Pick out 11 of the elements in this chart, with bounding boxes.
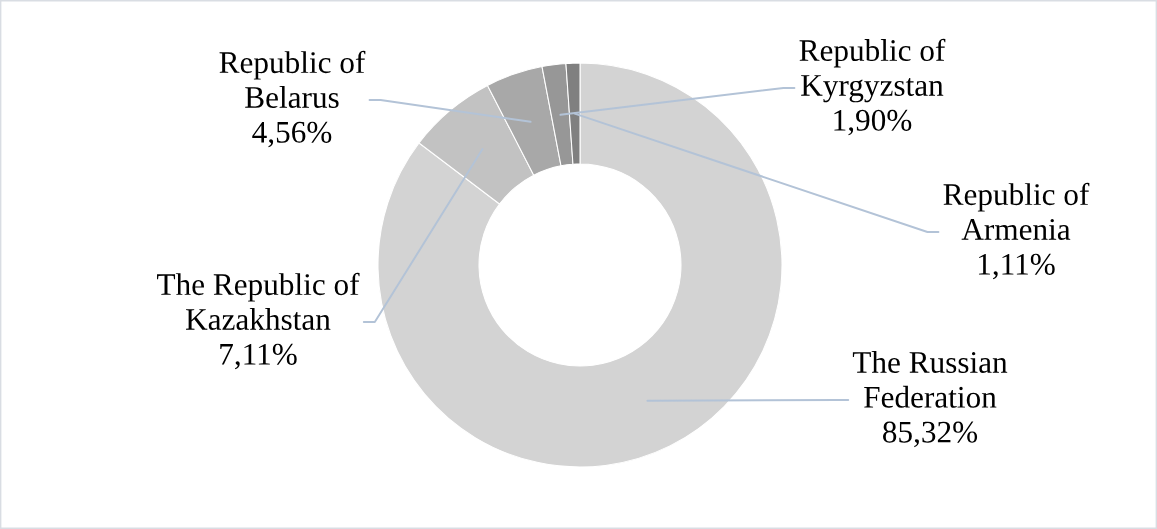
slice-label: Republic of Armenia xyxy=(943,182,1090,240)
donut-slice xyxy=(377,62,783,468)
slice-label: Republic of Belarus xyxy=(219,50,366,108)
slice-label: Republic of Kyrgyzstan xyxy=(799,38,946,103)
data-label: 7,11% xyxy=(220,343,297,370)
slice-label: The Russian Federation xyxy=(852,350,1008,408)
data-label: 85,32% xyxy=(883,421,978,448)
slice-label: The Republic of Kazakhstan xyxy=(157,272,360,330)
data-label: 1,11% xyxy=(978,253,1055,280)
data-label: 1,90% xyxy=(834,109,912,136)
data-label: 4,56% xyxy=(252,121,332,148)
